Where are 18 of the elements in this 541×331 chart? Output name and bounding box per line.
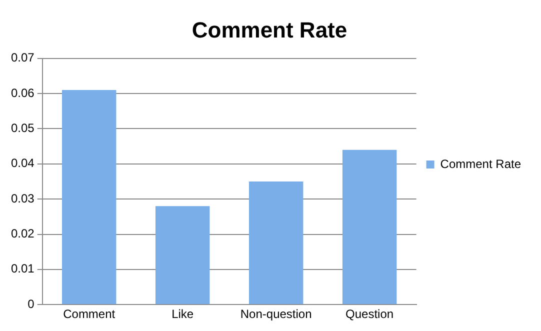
chart-title: Comment Rate [192,17,348,42]
y-tick-label: 0.03 [10,191,35,206]
x-tick-label: Comment [63,307,116,322]
bar [342,150,397,304]
x-tick-label: Question [346,307,394,322]
y-tick-label: 0.01 [10,262,35,276]
bar [62,90,116,304]
y-tick-label: 0 [28,296,35,311]
y-tick-label: 0.07 [10,50,35,65]
y-tick-label: 0.02 [10,226,35,241]
x-tick-label: Non-question [240,307,312,322]
y-tick-label: 0.06 [10,86,35,100]
x-tick-label: Like [172,307,194,322]
y-tick-label: 0.04 [10,156,35,170]
bar [248,182,304,304]
legend-label: Comment Rate [440,156,522,171]
bar [155,206,210,304]
y-tick-label: 0.05 [10,121,35,136]
